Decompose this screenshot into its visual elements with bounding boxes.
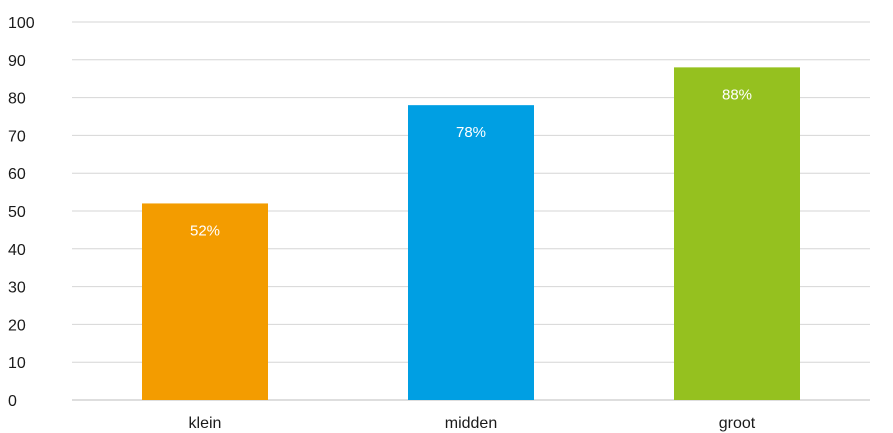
bar-groot <box>674 67 800 401</box>
x-category-label-groot: groot <box>719 415 756 432</box>
y-tick-label: 60 <box>8 166 26 183</box>
data-label-klein: 52% <box>190 222 220 239</box>
y-tick-label: 40 <box>8 242 26 259</box>
y-tick-label: 90 <box>8 53 26 70</box>
y-tick-label: 80 <box>8 91 26 108</box>
bar-midden <box>408 105 534 400</box>
y-tick-label: 50 <box>8 204 26 221</box>
data-labels: 52% 78% 88% <box>190 86 752 239</box>
x-axis-categories: klein midden groot <box>189 415 756 432</box>
y-tick-label: 10 <box>8 355 26 372</box>
bar-klein <box>142 203 268 400</box>
data-label-midden: 78% <box>456 124 486 141</box>
bars <box>142 67 800 401</box>
x-category-label-midden: midden <box>445 415 497 432</box>
y-tick-label: 100 <box>8 15 35 32</box>
x-category-label-klein: klein <box>189 415 222 432</box>
y-tick-label: 70 <box>8 128 26 145</box>
y-tick-label: 30 <box>8 280 26 297</box>
y-axis-ticks: 0 10 20 30 40 50 60 70 80 90 100 <box>8 15 35 410</box>
y-tick-label: 0 <box>8 393 17 410</box>
data-label-groot: 88% <box>722 86 752 103</box>
y-tick-label: 20 <box>8 317 26 334</box>
